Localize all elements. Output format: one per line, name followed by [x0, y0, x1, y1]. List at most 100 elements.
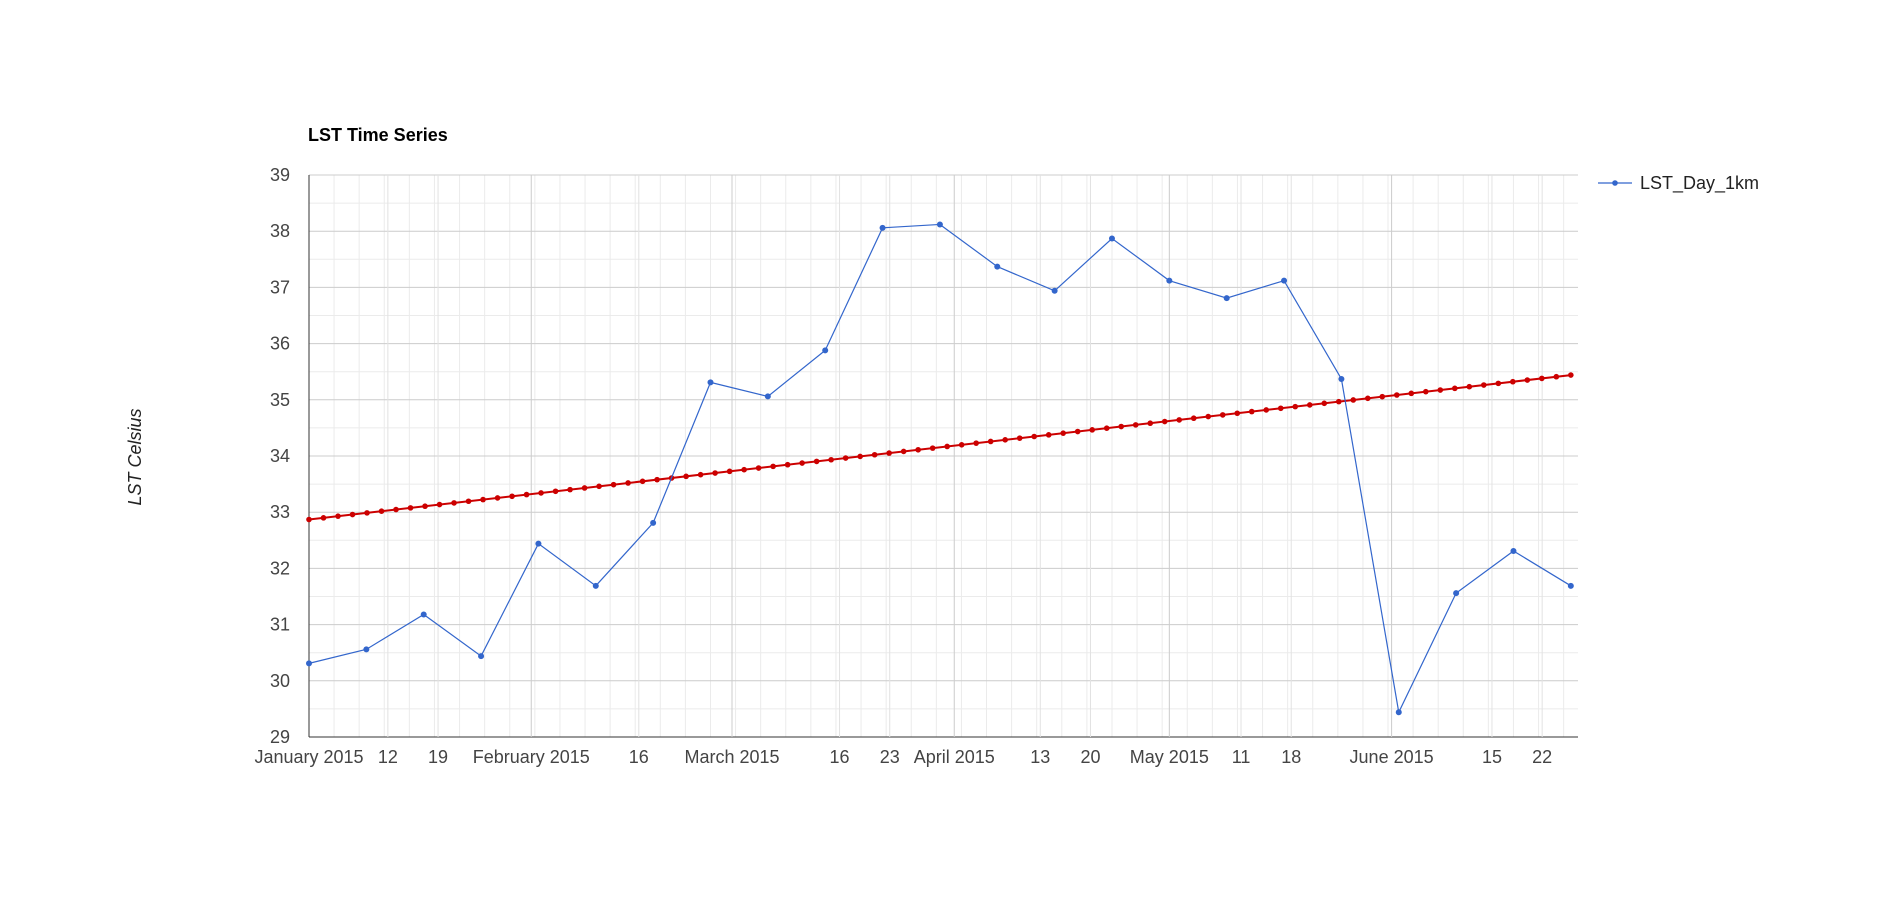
trendline-point [1524, 377, 1531, 383]
series-line [308, 223, 1572, 715]
x-tick-label: 12 [378, 747, 398, 767]
trendline-point [900, 448, 907, 455]
trendline-point [799, 460, 805, 466]
trendline-point [335, 513, 341, 519]
trendline-point [770, 463, 776, 470]
trendline-point [1292, 403, 1299, 410]
y-tick-label: 33 [270, 502, 290, 522]
trendline-point [828, 456, 834, 463]
y-tick-label: 30 [270, 671, 290, 691]
x-tick-label: 11 [1232, 747, 1251, 767]
trendline-point [1002, 437, 1008, 443]
trendline-point [973, 440, 979, 446]
trendline-point [1510, 378, 1516, 385]
y-tick-label: 32 [270, 558, 290, 578]
trendline-point [639, 478, 646, 485]
trendline-point [1248, 408, 1255, 415]
trendline-point [1481, 382, 1487, 388]
y-tick-label: 35 [270, 390, 290, 410]
trendline-point [1263, 407, 1270, 413]
trendline-point [465, 498, 472, 505]
trendline-point [741, 466, 747, 473]
x-tick-label: January 2015 [254, 747, 363, 767]
y-tick-label: 34 [270, 446, 290, 466]
trendline-point [451, 500, 457, 506]
trendline-point [349, 511, 356, 518]
data-point [592, 582, 599, 589]
trendline-series [306, 372, 1574, 523]
lst-day-1km-series [306, 221, 1574, 716]
data-point [1567, 582, 1574, 589]
trendline-point [1379, 393, 1386, 400]
trendline-point [1060, 430, 1066, 436]
legend[interactable]: LST_Day_1km [1598, 173, 1759, 194]
data-point [420, 611, 427, 618]
trendline-point [1568, 372, 1574, 378]
trendline-point [871, 451, 878, 458]
trendline-point [581, 485, 588, 491]
y-axis-ticks: 29 30 31 32 33 34 35 36 37 38 39 [270, 165, 290, 747]
trendline-point [1335, 398, 1342, 405]
trendline-point [1234, 410, 1241, 417]
data-point [764, 393, 771, 400]
trendline-point [1190, 415, 1197, 422]
trendline-point [1306, 402, 1313, 408]
trendline-point [306, 516, 312, 523]
trendline-point [1205, 413, 1212, 420]
data-point [822, 347, 829, 354]
x-axis-ticks: January 2015 12 19 February 2015 16 March 201… [254, 747, 1552, 767]
x-tick-label: 16 [830, 747, 850, 767]
trendline-point [1147, 420, 1154, 427]
x-tick-label: 22 [1532, 747, 1552, 767]
trendline [308, 374, 1571, 521]
trendline-point [1132, 422, 1139, 428]
trendline-point [1277, 405, 1284, 412]
trendline-point [567, 486, 573, 493]
trendline-point [552, 488, 559, 495]
data-point [879, 224, 886, 231]
x-tick-label: 23 [880, 747, 900, 767]
trendline-point [813, 458, 820, 465]
trendline-point [1161, 418, 1168, 425]
x-tick-label: March 2015 [684, 747, 779, 767]
x-tick-label: April 2015 [914, 747, 995, 767]
trendline-point [1176, 417, 1183, 423]
y-tick-label: 36 [270, 334, 290, 354]
y-tick-label: 31 [270, 615, 290, 635]
trendline-point [1089, 427, 1096, 433]
trendline-point [1219, 412, 1226, 418]
trendline-point [1045, 432, 1052, 438]
trendline-point [886, 450, 892, 456]
trendline-point [364, 510, 370, 516]
trendline-point [1437, 387, 1444, 393]
trendline-point [1016, 435, 1023, 441]
data-point [936, 221, 943, 228]
data-point [707, 379, 714, 386]
trendline-point [842, 455, 849, 461]
trendline-point [1495, 380, 1502, 387]
trendline-point [726, 468, 733, 475]
y-tick-label: 39 [270, 165, 290, 185]
trendline-point [784, 461, 791, 468]
trendline-point [494, 495, 501, 501]
data-point [1281, 277, 1288, 284]
data-point [363, 646, 370, 653]
chart-title: LST Time Series [308, 125, 448, 145]
trendline-point [755, 465, 762, 471]
legend-marker [1612, 180, 1618, 186]
trendline-point [422, 503, 428, 510]
trendline-point [929, 445, 936, 451]
x-tick-label: June 2015 [1350, 747, 1434, 767]
trendline-point [538, 490, 544, 496]
x-tick-label: 19 [428, 747, 448, 767]
x-tick-label: 15 [1482, 747, 1502, 767]
trendline-point [654, 476, 660, 483]
trendline-point [987, 438, 994, 445]
trendline-point [1350, 397, 1357, 403]
data-point [535, 540, 542, 547]
trendline-point [697, 471, 704, 478]
x-tick-label: 18 [1281, 747, 1301, 767]
y-tick-label: 38 [270, 221, 290, 241]
trendline-point [1074, 428, 1081, 435]
trendline-point [1031, 433, 1037, 440]
